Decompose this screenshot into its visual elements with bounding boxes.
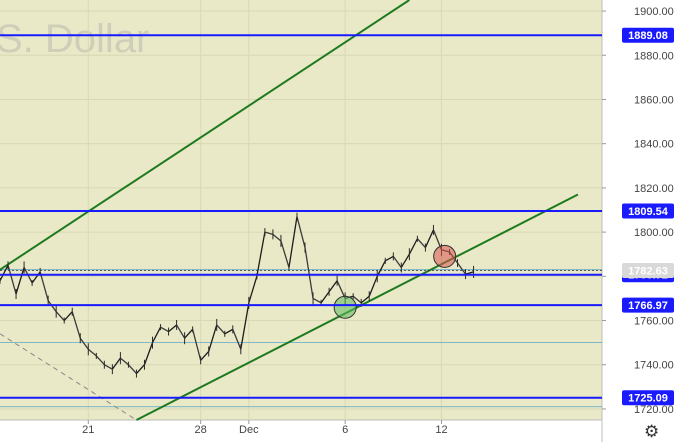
last-price-badge-text: 1782.63: [628, 266, 668, 278]
price-segment: [15, 267, 25, 295]
price-segment: [264, 231, 274, 235]
price-segment: [384, 255, 394, 262]
price-segment: [416, 238, 426, 249]
trendline-0: [0, 0, 410, 271]
level-badge-1809.54-text: 1809.54: [628, 206, 669, 218]
price-segment: [79, 337, 89, 350]
price-segment: [424, 229, 435, 248]
price-segment: [304, 247, 314, 299]
time-tick-label: 28: [195, 424, 207, 436]
price-segment: [71, 311, 81, 339]
price-segment: [368, 276, 378, 297]
price-segment: [408, 238, 418, 255]
gear-icon[interactable]: ⚙: [644, 422, 659, 442]
price-tick-label: 1800.00: [634, 227, 674, 239]
price-segment: [135, 364, 145, 375]
price-tick-label: 1720.00: [634, 404, 674, 416]
time-tick-label: 12: [435, 424, 447, 436]
price-segment: [160, 326, 169, 333]
price-segment: [176, 324, 186, 339]
price-tick-label: 1740.00: [634, 360, 674, 372]
level-badge-1725.09-bg: [622, 390, 674, 406]
price-segment: [184, 328, 194, 339]
price-segment: [320, 291, 330, 304]
time-tick-label: Dec: [239, 424, 259, 436]
price-segment: [47, 300, 57, 313]
price-segment: [224, 328, 234, 335]
price-segment: [232, 329, 242, 350]
symbol-watermark: S. Dollar: [0, 17, 149, 61]
price-segment: [7, 265, 17, 295]
price-segment: [200, 351, 210, 361]
price-segment: [456, 262, 467, 275]
level-badge-1766.97-bg: [622, 297, 674, 313]
plot-background: [0, 0, 602, 420]
level-badge-1889.08-bg: [622, 27, 674, 43]
price-segment: [0, 264, 9, 282]
price-segment: [143, 342, 154, 365]
price-segment: [392, 256, 402, 268]
price-segment: [208, 324, 218, 352]
support-marker: [333, 295, 357, 319]
markers: [333, 244, 457, 319]
price-axis-panel: [602, 0, 680, 442]
price-segment: [111, 357, 121, 370]
price-segment: [272, 233, 282, 242]
price-segment: [119, 357, 129, 366]
trendlines: [0, 0, 602, 421]
price-segment: [352, 295, 362, 304]
price-segment: [127, 364, 137, 375]
price-tick-label: 1840.00: [634, 139, 674, 151]
price-segment: [400, 253, 410, 268]
last-price-badge-bg: [622, 263, 674, 279]
price-segment: [256, 231, 266, 277]
price-segment: [248, 276, 258, 304]
price-segment: [288, 216, 298, 268]
price-tick-label: 1900.00: [634, 6, 674, 18]
price-segment: [39, 271, 49, 301]
level-badge-1809.54-bg: [622, 203, 674, 219]
level-badge-1725.09-text: 1725.09: [628, 393, 668, 405]
price-segment: [216, 324, 226, 335]
level-badge-1889.08-text: 1889.08: [628, 30, 668, 42]
price-segment: [240, 302, 250, 350]
price-tick-label: 1860.00: [634, 94, 674, 106]
time-axis-ticks: 21 28 Dec 6 12: [82, 420, 448, 436]
price-segment: [280, 240, 290, 268]
price-segment: [63, 311, 73, 321]
resistance-marker: [433, 244, 457, 268]
time-tick-label: 21: [82, 424, 94, 436]
price-segment: [87, 348, 97, 357]
price-segment: [151, 326, 162, 343]
minor-levels: [0, 269, 602, 408]
price-segment: [95, 355, 105, 366]
price-segment: [336, 280, 346, 299]
price-segment: [360, 295, 370, 304]
horizontal-levels: [0, 34, 602, 399]
level-badge-1766.97-text: 1766.97: [628, 300, 668, 312]
price-tick-label: 1820.00: [634, 183, 674, 195]
time-axis-panel: [0, 420, 602, 442]
trendline-1: [135, 193, 579, 421]
price-segment: [192, 329, 202, 361]
price-tick-label: 1880.00: [634, 50, 674, 62]
time-tick-label: 6: [342, 424, 348, 436]
price-segment: [55, 311, 65, 321]
price-segment: [296, 216, 306, 248]
price-segment: [168, 324, 178, 333]
price-badges: 1889.081809.541780.721766.971725.091782.…: [622, 27, 674, 406]
price-segment: [104, 364, 113, 370]
price-segment: [312, 297, 322, 304]
price-tick-label: 1760.00: [634, 316, 674, 328]
price-segment: [328, 280, 338, 293]
